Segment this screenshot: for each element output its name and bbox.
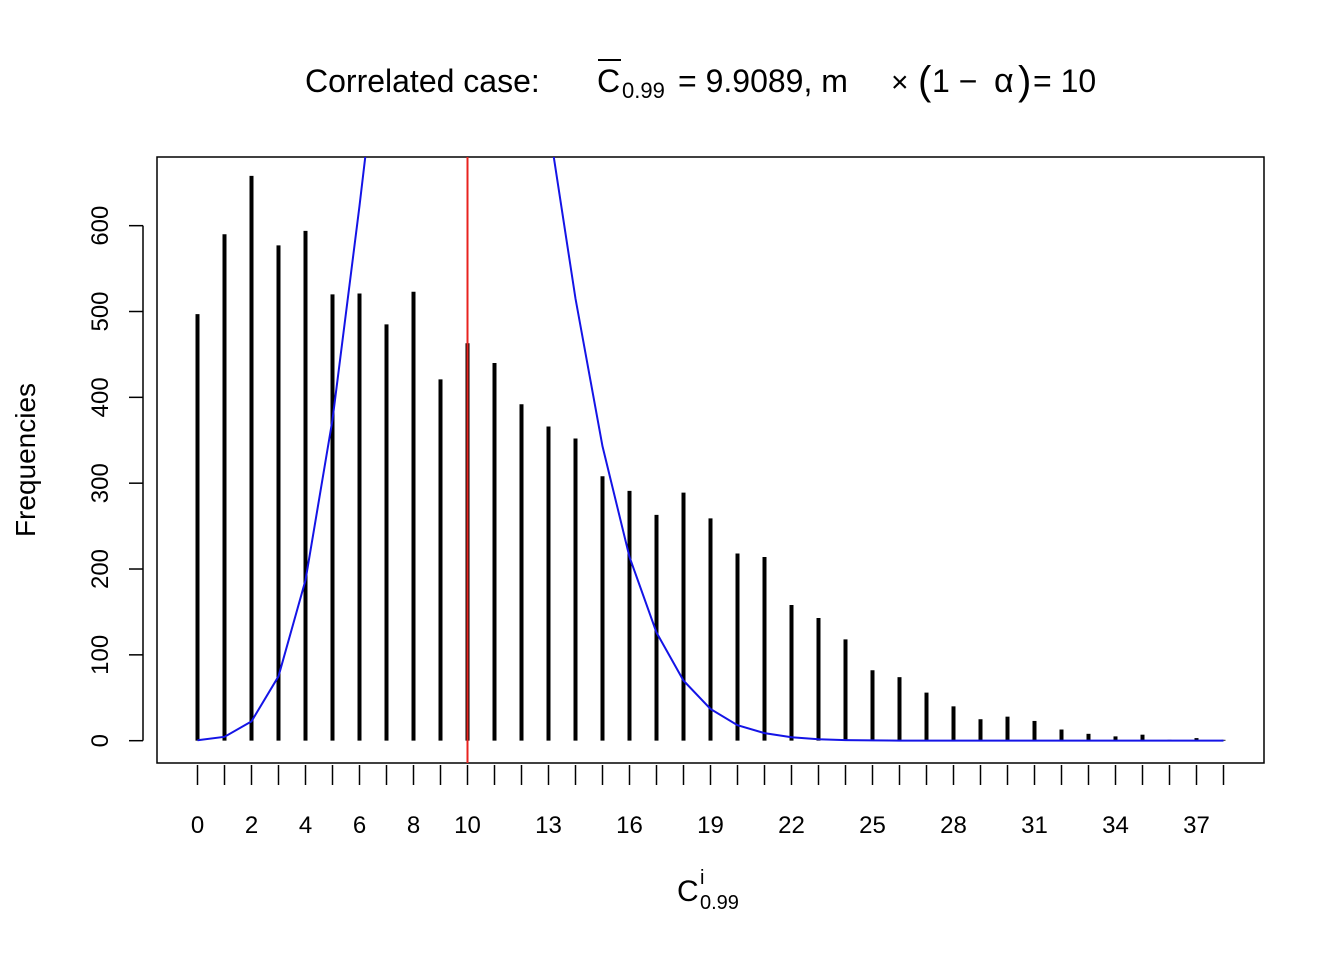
- title-cbar-subscript: 0.99: [622, 78, 665, 103]
- x-tick-label: 8: [407, 812, 420, 839]
- x-tick-label: 25: [859, 812, 886, 839]
- x-tick-label: 31: [1021, 812, 1048, 839]
- plot-frame: [156, 156, 1265, 764]
- x-axis-title-superscript: i: [700, 867, 704, 889]
- x-axis-title-letter: C: [677, 875, 699, 908]
- x-tick-label: 19: [697, 812, 724, 839]
- x-tick-label: 22: [778, 812, 805, 839]
- title-cbar-letter: C: [597, 63, 620, 99]
- x-axis-title-subscript: 0.99: [700, 892, 739, 914]
- x-axis-title: C i 0.99: [677, 867, 739, 914]
- y-tick-label: 200: [87, 549, 114, 589]
- x-tick-label: 10: [454, 812, 481, 839]
- y-tick-label: 400: [87, 377, 114, 417]
- title-times: ×: [891, 66, 909, 99]
- y-tick-label: 100: [87, 635, 114, 675]
- y-tick-label: 300: [87, 463, 114, 503]
- x-tick-label: 13: [535, 812, 562, 839]
- x-tick-label: 28: [940, 812, 967, 839]
- x-tick-label: 37: [1183, 812, 1210, 839]
- y-tick-label: 0: [87, 734, 114, 747]
- x-tick-label: 2: [245, 812, 258, 839]
- title-alpha: α: [994, 62, 1014, 100]
- x-tick-label: 34: [1102, 812, 1129, 839]
- title-result: = 10: [1033, 63, 1096, 99]
- y-axis: 0 100 200 300 400 500 600: [87, 206, 144, 747]
- x-tick-label: 4: [299, 812, 312, 839]
- y-axis-title: Frequencies: [10, 383, 41, 537]
- title-prefix: Correlated case:: [305, 63, 540, 99]
- y-tick-label: 600: [87, 206, 114, 246]
- title-cbar-value: = 9.9089, m: [678, 63, 848, 99]
- x-tick-label: 16: [616, 812, 643, 839]
- title-rparen: ): [1018, 59, 1031, 103]
- bars: [195, 175, 1226, 741]
- x-tick-label: 0: [191, 812, 204, 839]
- y-tick-label: 500: [87, 291, 114, 331]
- title-one-minus: 1 −: [932, 63, 977, 99]
- overlay: [197, 157, 1224, 763]
- x-axis: 0 2 4 6 8 10 13 16 19 22 25 28 31 34 37: [191, 765, 1225, 839]
- series-line: [197, 157, 1224, 742]
- chart-title: Correlated case: C 0.99 = 9.9089, m × ( …: [305, 59, 1096, 103]
- title-lparen: (: [918, 59, 932, 103]
- x-tick-label: 6: [353, 812, 366, 839]
